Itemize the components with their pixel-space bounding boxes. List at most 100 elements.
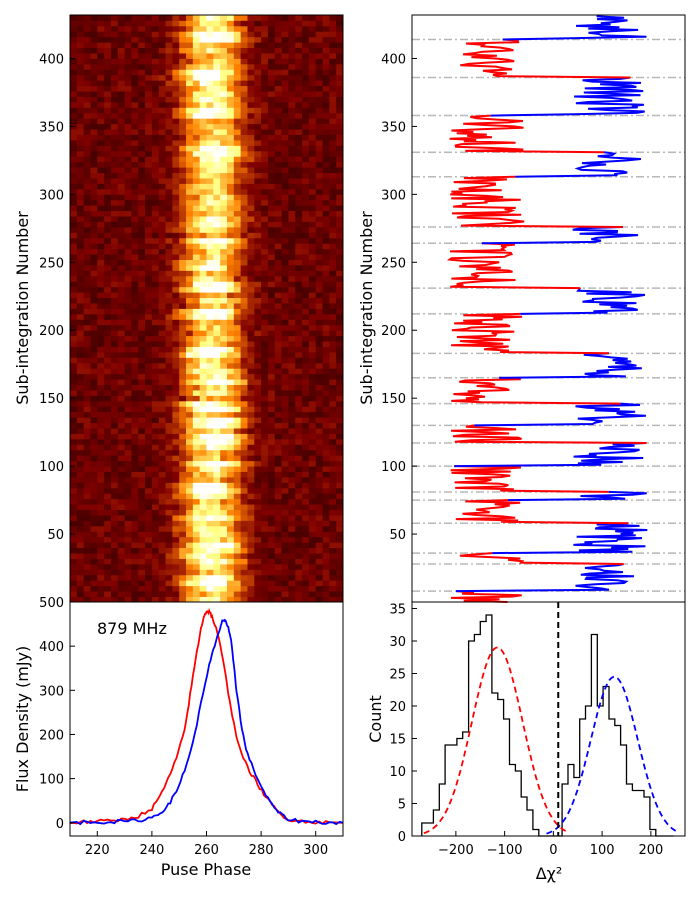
- waterfall-cell: [83, 53, 91, 59]
- waterfall-cell: [329, 373, 337, 380]
- waterfall-cell: [233, 42, 242, 49]
- waterfall-cell: [70, 25, 78, 32]
- waterfall-cell: [315, 384, 323, 391]
- waterfall-cell: [329, 547, 337, 554]
- waterfall-cell: [247, 172, 255, 179]
- waterfall-cell: [186, 362, 194, 369]
- waterfall-cell: [281, 390, 289, 396]
- waterfall-cell: [267, 531, 276, 538]
- waterfall-cell: [124, 178, 132, 184]
- waterfall-cell: [70, 172, 78, 179]
- waterfall-cell: [281, 134, 289, 141]
- waterfall-cell: [213, 178, 221, 184]
- waterfall-cell: [110, 303, 119, 309]
- waterfall-cell: [240, 31, 248, 38]
- waterfall-cell: [97, 417, 105, 424]
- waterfall-cell: [288, 259, 296, 266]
- waterfall-cell: [186, 357, 194, 364]
- waterfall-cell: [151, 504, 160, 511]
- waterfall-cell: [308, 509, 317, 516]
- waterfall-cell: [315, 433, 323, 440]
- waterfall-cell: [220, 504, 228, 511]
- waterfall-cell: [295, 36, 303, 43]
- waterfall-cell: [240, 444, 248, 451]
- waterfall-cell: [90, 112, 98, 119]
- waterfall-cell: [226, 411, 235, 418]
- waterfall-cell: [261, 449, 269, 456]
- waterfall-cell: [104, 123, 112, 130]
- waterfall-cell: [329, 433, 337, 440]
- waterfall-cell: [308, 466, 317, 472]
- waterfall-cell: [70, 243, 78, 250]
- waterfall-cell: [240, 525, 248, 532]
- waterfall-cell: [158, 58, 166, 65]
- waterfall-cell: [247, 525, 255, 532]
- waterfall-cell: [226, 20, 235, 27]
- waterfall-cell: [186, 134, 194, 141]
- waterfall-cell: [281, 145, 289, 152]
- waterfall-cell: [131, 15, 139, 21]
- waterfall-cell: [315, 140, 323, 146]
- waterfall-cell: [117, 134, 125, 141]
- waterfall-cell: [281, 150, 289, 157]
- waterfall-cell: [226, 129, 235, 135]
- waterfall-cell: [97, 428, 105, 434]
- waterfall-cell: [329, 129, 337, 135]
- waterfall-cell: [131, 569, 139, 576]
- waterfall-cell: [138, 140, 146, 146]
- waterfall-cell: [254, 42, 262, 49]
- waterfall-cell: [322, 243, 330, 250]
- waterfall-cell: [329, 281, 337, 288]
- waterfall-cell: [124, 150, 132, 157]
- waterfall-cell: [145, 563, 153, 570]
- waterfall-cell: [322, 15, 330, 21]
- waterfall-cell: [83, 335, 91, 342]
- waterfall-cell: [145, 232, 153, 239]
- waterfall-cell: [233, 118, 242, 125]
- waterfall-cell: [192, 542, 201, 549]
- waterfall-cell: [104, 172, 112, 179]
- waterfall-cell: [165, 449, 173, 456]
- waterfall-cell: [165, 69, 173, 76]
- waterfall-cell: [179, 569, 187, 576]
- waterfall-cell: [295, 422, 303, 429]
- waterfall-cell: [97, 15, 105, 21]
- mode-track-segment-red: [451, 312, 609, 355]
- waterfall-cell: [308, 569, 317, 576]
- waterfall-cell: [158, 335, 166, 342]
- waterfall-cell: [165, 167, 173, 174]
- waterfall-cell: [110, 107, 119, 114]
- waterfall-cell: [192, 297, 201, 304]
- waterfall-cell: [213, 346, 221, 353]
- waterfall-cell: [308, 91, 317, 97]
- waterfall-cell: [90, 433, 98, 440]
- waterfall-cell: [70, 221, 78, 228]
- waterfall-cell: [302, 390, 310, 396]
- waterfall-cell: [206, 341, 214, 347]
- waterfall-cell: [97, 286, 105, 293]
- waterfall-cell: [192, 232, 201, 239]
- waterfall-cell: [213, 341, 221, 347]
- waterfall-cell: [315, 313, 323, 320]
- waterfall-cell: [315, 487, 323, 494]
- waterfall-cell: [240, 335, 248, 342]
- waterfall-cell: [336, 563, 344, 570]
- waterfall-cell: [172, 428, 180, 434]
- waterfall-cell: [186, 286, 194, 293]
- waterfall-cell: [281, 161, 289, 168]
- waterfall-cell: [336, 243, 344, 250]
- waterfall-cell: [206, 395, 214, 402]
- waterfall-cell: [315, 460, 323, 467]
- waterfall-cell: [199, 226, 207, 233]
- waterfall-cell: [83, 411, 91, 418]
- waterfall-cell: [90, 178, 98, 184]
- waterfall-cell: [233, 346, 242, 353]
- waterfall-cell: [308, 254, 317, 260]
- waterfall-cell: [226, 85, 235, 92]
- waterfall-cell: [83, 542, 91, 549]
- waterfall-cell: [261, 140, 269, 146]
- waterfall-cell: [158, 498, 166, 505]
- waterfall-cell: [76, 547, 85, 554]
- waterfall-cell: [145, 319, 153, 326]
- waterfall-cell: [124, 395, 132, 402]
